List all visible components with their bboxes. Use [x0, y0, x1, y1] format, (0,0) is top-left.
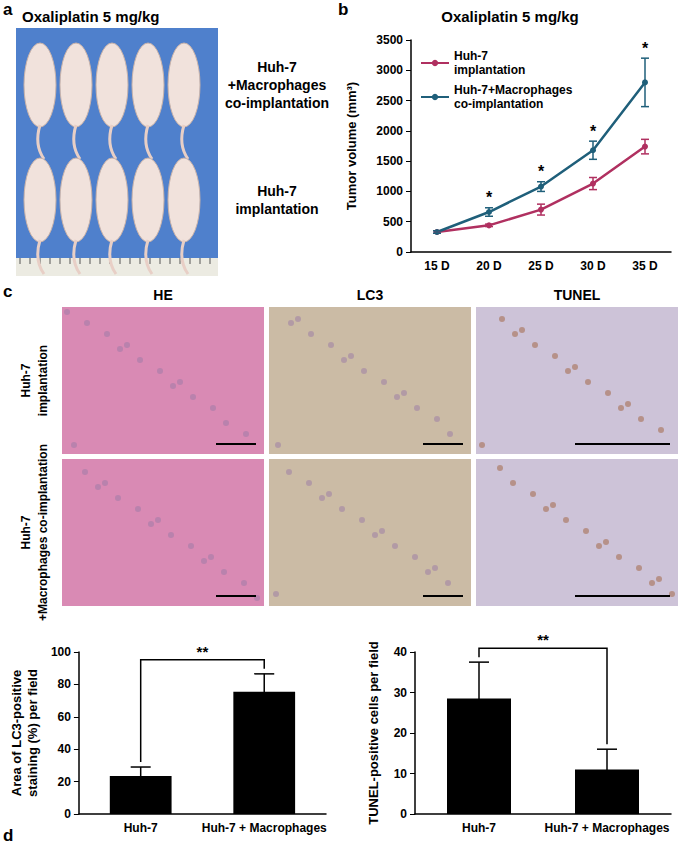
svg-text:20: 20 [58, 775, 72, 789]
svg-text:**: ** [197, 643, 209, 660]
svg-text:implantation: implantation [235, 201, 318, 217]
svg-text:Huh-7: Huh-7 [124, 821, 158, 835]
svg-text:Huh-7 + Macrophages: Huh-7 + Macrophages [202, 821, 327, 835]
svg-text:Tumor volume (mm³): Tumor volume (mm³) [344, 82, 359, 210]
svg-text:20 D: 20 D [476, 259, 502, 273]
svg-text:TUNEL: TUNEL [554, 287, 601, 303]
svg-text:500: 500 [383, 215, 403, 229]
html-text:a: a [3, 0, 13, 19]
svg-text:LC3: LC3 [357, 287, 384, 303]
svg-text:0: 0 [64, 807, 71, 821]
svg-text:Oxaliplatin 5 mg/kg: Oxaliplatin 5 mg/kg [22, 8, 160, 25]
svg-text:Huh-7 + Macrophages: Huh-7 + Macrophages [544, 821, 669, 835]
svg-text:+Macrophages co-implantation: +Macrophages co-implantation [36, 444, 50, 621]
svg-text:20: 20 [394, 726, 408, 740]
svg-text:100: 100 [51, 645, 71, 659]
svg-text:40: 40 [58, 742, 72, 756]
svg-text:2500: 2500 [376, 94, 403, 108]
svg-text:*: * [538, 163, 545, 180]
svg-text:co-implantation: co-implantation [454, 97, 543, 111]
svg-text:Huh-7: Huh-7 [19, 363, 33, 397]
svg-text:10: 10 [394, 767, 408, 781]
svg-text:*: * [486, 189, 493, 206]
svg-text:**: ** [537, 631, 549, 648]
svg-text:Huh-7: Huh-7 [257, 183, 297, 199]
svg-text:*: * [642, 40, 649, 57]
svg-text:1000: 1000 [376, 184, 403, 198]
html-text:b: b [338, 0, 349, 19]
svg-text:Huh-7+Macrophages: Huh-7+Macrophages [454, 83, 573, 97]
svg-text:Huh-7: Huh-7 [454, 49, 488, 63]
svg-text:3500: 3500 [376, 33, 403, 47]
svg-text:Oxaliplatin 5 mg/kg: Oxaliplatin 5 mg/kg [441, 8, 579, 25]
svg-text:35 D: 35 D [632, 259, 658, 273]
svg-text:*: * [590, 123, 597, 140]
svg-text:+Macrophages: +Macrophages [228, 77, 327, 93]
svg-text:staining (%) per field: staining (%) per field [25, 669, 40, 797]
svg-text:2000: 2000 [376, 124, 403, 138]
svg-text:TUNEL-positive cells per field: TUNEL-positive cells per field [366, 641, 381, 825]
svg-text:HE: HE [153, 287, 172, 303]
svg-text:co-implantation: co-implantation [225, 95, 329, 111]
svg-text:1500: 1500 [376, 154, 403, 168]
svg-text:Huh-7: Huh-7 [462, 821, 496, 835]
svg-text:30 D: 30 D [580, 259, 606, 273]
svg-text:0: 0 [400, 807, 407, 821]
svg-text:Huh-7: Huh-7 [257, 59, 297, 75]
svg-text:Area of LC3-positive: Area of LC3-positive [9, 670, 24, 796]
html-text:d: d [3, 826, 14, 845]
svg-text:80: 80 [58, 677, 72, 691]
svg-text:Huh-7: Huh-7 [19, 515, 33, 549]
svg-text:40: 40 [394, 645, 408, 659]
svg-text:implantation: implantation [36, 345, 50, 416]
svg-text:15 D: 15 D [424, 259, 450, 273]
svg-text:implantation: implantation [454, 63, 525, 77]
svg-text:30: 30 [394, 686, 408, 700]
svg-text:25 D: 25 D [528, 259, 554, 273]
html-text:c: c [3, 282, 13, 301]
svg-text:60: 60 [58, 710, 72, 724]
svg-text:0: 0 [396, 245, 403, 259]
svg-text:3000: 3000 [376, 63, 403, 77]
